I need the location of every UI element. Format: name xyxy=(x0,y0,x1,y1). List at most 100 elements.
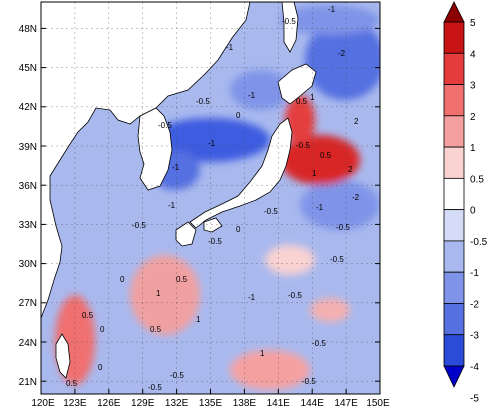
colorbar-box xyxy=(443,84,465,117)
lat-tick-label: 45N xyxy=(19,63,37,74)
lat-tick-label: 42N xyxy=(19,102,37,113)
contour-label: -0.5 xyxy=(264,207,278,216)
contour-label: -1 xyxy=(328,5,336,14)
contour-label: -0.5 xyxy=(288,291,302,300)
patch-okhotsk-negative xyxy=(280,5,380,35)
colorbar-label: 4 xyxy=(470,49,476,60)
colorbar-box xyxy=(443,115,465,148)
lon-tick-label: 129E xyxy=(131,398,155,408)
lat-tick-label: 48N xyxy=(19,24,37,35)
landmasses xyxy=(41,2,317,379)
colorbar-label: 5 xyxy=(470,18,476,29)
land-kyushu xyxy=(175,221,197,247)
contour-label: -0.5 xyxy=(132,221,146,230)
colorbar-box xyxy=(443,334,465,367)
contour-label: 1 xyxy=(156,289,161,298)
contour-label: 0.5 xyxy=(176,275,188,284)
lon-tick-label: 141E xyxy=(267,398,291,408)
colorbar-box xyxy=(443,177,465,211)
contour-label: -0.5 xyxy=(196,97,210,106)
patch-hokkaido-negative xyxy=(230,70,290,110)
colorbar-label: 3 xyxy=(470,81,476,92)
lon-tick-label: 138E xyxy=(233,398,257,408)
contour-label: -1 xyxy=(208,139,216,148)
colorbar-max-triangle xyxy=(443,1,465,23)
lat-tick-label: 24N xyxy=(19,338,37,349)
contour-label: -0.5 xyxy=(208,237,222,246)
land-taiwan xyxy=(55,333,71,379)
contour-label: 1 xyxy=(260,349,265,358)
colorbar-box xyxy=(443,271,465,304)
colorbar-label: -0.5 xyxy=(470,237,488,248)
contour-label: -1 xyxy=(168,201,176,210)
contour-label: -0.5 xyxy=(336,223,350,232)
contour-label: 0.5 xyxy=(66,379,78,388)
contour-label: 1 xyxy=(312,169,317,178)
contour-label: 1 xyxy=(196,315,201,324)
lon-tick-label: 144E xyxy=(301,398,325,408)
contour-label: 0 xyxy=(236,225,241,234)
map-gridlines xyxy=(41,2,380,394)
patch-east-positive xyxy=(310,298,350,322)
colorbar: 5 4 3 2 1 0.5 0 -0.5 -1 -2 -3 -4 -5 xyxy=(443,1,488,404)
contour-label: -1 xyxy=(248,293,256,302)
colorbar-label: -5 xyxy=(470,393,479,404)
land-asia-mainland xyxy=(41,2,251,319)
colorbar-box xyxy=(443,52,465,85)
lat-tick-label: 33N xyxy=(19,220,37,231)
colorbar-label: -3 xyxy=(470,331,479,342)
colorbar-label: 0 xyxy=(470,206,476,217)
longitude-axis: 120E 123E 126E 129E 132E 135E 138E 141E … xyxy=(31,389,390,408)
lon-tick-label: 132E xyxy=(165,398,189,408)
contour-label: -0.5 xyxy=(330,255,344,264)
land-hokkaido xyxy=(277,63,317,105)
contour-label: -2 xyxy=(338,49,346,58)
land-sakhalin xyxy=(281,2,299,53)
contour-label: 0 xyxy=(98,363,103,372)
contour-label: -0.5 xyxy=(158,121,172,130)
contour-label: -1 xyxy=(316,203,324,212)
colorbar-label: 2 xyxy=(470,112,476,123)
colorbar-labels: 5 4 3 2 1 0.5 0 -0.5 -1 -2 -3 -4 -5 xyxy=(470,18,488,404)
lat-tick-label: 27N xyxy=(19,298,37,309)
contour-label: -1 xyxy=(226,43,234,52)
patch-kuroshio-east-negative xyxy=(300,180,380,230)
contour-label: 0.5 xyxy=(150,325,162,334)
colorbar-box xyxy=(443,240,465,273)
lat-tick-label: 39N xyxy=(19,142,37,153)
lon-tick-label: 135E xyxy=(199,398,223,408)
contour-label: 1 xyxy=(310,93,315,102)
colorbar-label: -4 xyxy=(470,362,479,373)
colorbar-min-triangle xyxy=(443,365,465,388)
lon-tick-label: 126E xyxy=(97,398,121,408)
contour-label: -0.5 xyxy=(148,383,162,392)
contour-label: 0.5 xyxy=(82,311,94,320)
land-korea xyxy=(137,107,173,191)
lon-tick-label: 147E xyxy=(334,398,358,408)
contour-label: 0 xyxy=(120,275,125,284)
contour-label: 0 xyxy=(100,325,105,334)
map-area: -1 -0.5 -1 -2 -1 -0.5 0 0.5 1 2 -0.5 -1 … xyxy=(41,2,380,394)
patch-kuroshio-extension-positive xyxy=(280,135,360,185)
contour-label: -0.5 xyxy=(282,17,296,26)
contour-label: 2 xyxy=(348,165,353,174)
contour-labels: -1 -0.5 -1 -2 -1 -0.5 0 0.5 1 2 -0.5 -1 … xyxy=(66,5,360,392)
contour-label: 0 xyxy=(236,111,241,120)
contour-label: -2 xyxy=(352,193,360,202)
lon-tick-label: 123E xyxy=(63,398,87,408)
contour-label: -0.5 xyxy=(296,141,310,150)
lat-tick-label: 36N xyxy=(19,181,37,192)
contour-label: -0.5 xyxy=(312,339,326,348)
contour-label: -1 xyxy=(172,163,180,172)
colorbar-box xyxy=(443,21,465,54)
land-shikoku xyxy=(203,217,223,233)
colorbar-boxes xyxy=(443,21,465,367)
patch-sanriku-positive xyxy=(285,95,315,145)
patch-south-positive xyxy=(230,350,310,390)
patch-east-china-positive xyxy=(130,255,200,335)
land-honshu xyxy=(189,117,293,229)
lon-tick-label: 120E xyxy=(31,398,55,408)
patch-central-positive xyxy=(265,245,315,275)
lat-tick-label: 21N xyxy=(19,377,37,388)
colorbar-box xyxy=(443,209,465,242)
